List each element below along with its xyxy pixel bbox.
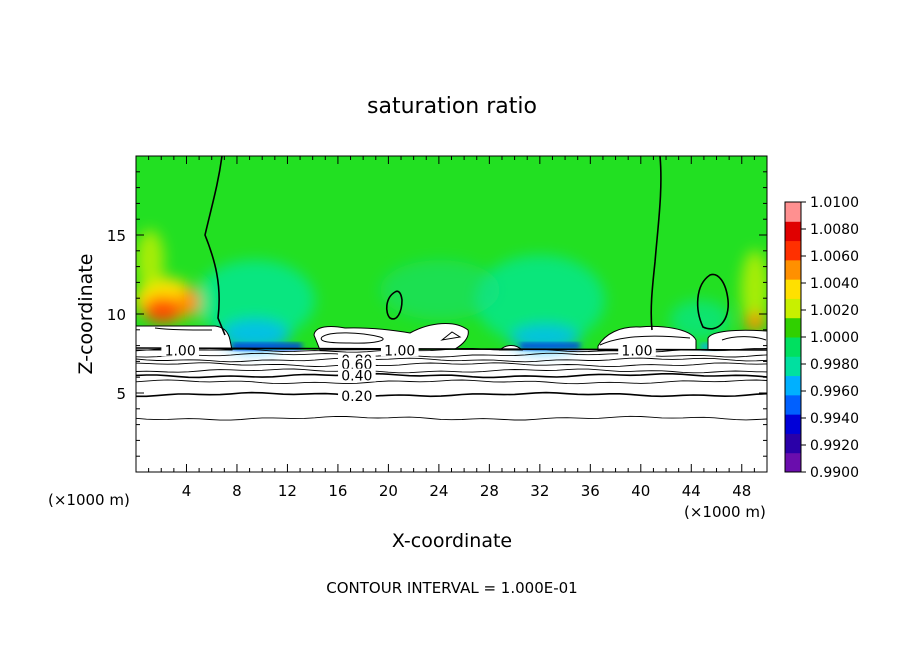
colorbar-swatch [785, 259, 801, 280]
contour-label-bg [338, 368, 376, 382]
contour-line [136, 357, 767, 363]
x-tick-label: 16 [328, 482, 347, 500]
cloud-inner-contours [154, 327, 767, 346]
x-tick-label: 8 [232, 482, 242, 500]
colorbar-swatch [785, 394, 801, 415]
colorbar-label: 1.0000 [810, 330, 859, 346]
plot-area: 1.001.001.000.800.600.400.20 [136, 156, 767, 472]
colorbar-swatch [785, 221, 801, 242]
contour-label-bg [338, 389, 376, 403]
x-unit-note-left: (×1000 m) [48, 491, 130, 509]
colorbar-label: 0.9980 [810, 357, 859, 373]
contour-label: 0.20 [341, 389, 372, 405]
x-tick-label: 12 [278, 482, 297, 500]
colorbar-label: 1.0060 [810, 249, 859, 265]
y-axis-label: Z-coordinate [75, 254, 97, 375]
y-tick-label: 15 [107, 227, 126, 245]
colorbar-swatch [785, 433, 801, 454]
contour-line [136, 379, 767, 385]
contour-label-bg [161, 343, 199, 357]
colorbar-swatch [785, 317, 801, 338]
y-tick-label: 5 [116, 385, 126, 403]
colorbar-label: 0.9900 [810, 465, 859, 481]
colorbar-swatch [785, 452, 801, 473]
x-tick-label: 40 [631, 482, 650, 500]
colorbar-swatch [785, 279, 801, 299]
x-unit-note-right: (×1000 m) [684, 503, 766, 521]
colorbar-label: 0.9960 [810, 384, 859, 400]
colorbar: 0.9900 0.9920 0.9940 0.9960 0.9980 1.0000 1.00… [784, 195, 859, 481]
contour-label: 0.40 [341, 369, 372, 385]
colorbar-swatch [785, 202, 801, 222]
colorbar-swatch [785, 337, 801, 357]
colorbar-swatch [785, 240, 801, 261]
x-tick-label: 28 [480, 482, 499, 500]
x-axis: 4 8 12 16 20 24 28 32 36 40 44 48 [148, 156, 755, 500]
lower-contour-lines [136, 347, 767, 421]
colorbar-swatch [785, 356, 801, 377]
colorbar-label: 0.9920 [810, 438, 859, 454]
x-axis-label: X-coordinate [392, 530, 512, 552]
x-tick-label: 20 [379, 482, 398, 500]
colorbar-label: 1.0100 [810, 195, 859, 211]
x-tick-label: 24 [429, 482, 448, 500]
colorbar-label: 1.0040 [810, 276, 859, 292]
colorbar-swatch [785, 375, 801, 396]
colorbar-swatch [785, 414, 801, 434]
contour-label-bg [380, 343, 419, 357]
contour-label: 1.00 [165, 343, 196, 359]
colorbar-swatch [785, 298, 801, 319]
contour-interval-note: CONTOUR INTERVAL = 1.000E-01 [326, 579, 577, 597]
y-axis: 5 10 15 [107, 171, 767, 457]
contour-line [136, 415, 767, 421]
x-tick-label: 36 [581, 482, 600, 500]
contour-labels: 1.001.001.000.800.600.400.20 [161, 343, 656, 405]
contour-line [136, 352, 767, 358]
colorbar-label: 1.0020 [810, 303, 859, 319]
contour-line [136, 391, 767, 398]
contour-label-bg [618, 343, 656, 357]
contour-line [136, 347, 767, 353]
x-tick-label: 4 [182, 482, 192, 500]
contour-label-bg [338, 357, 376, 371]
contour-label: 1.00 [384, 343, 415, 359]
chart-title: saturation ratio [367, 94, 537, 119]
y-tick-label: 10 [107, 306, 126, 324]
x-tick-label: 48 [732, 482, 751, 500]
contour-line [136, 372, 767, 379]
colorbar-label: 1.0080 [810, 222, 859, 238]
contour-line [136, 362, 767, 368]
contour-label: 1.00 [621, 343, 652, 359]
colorbar-label: 0.9940 [810, 411, 859, 427]
x-tick-label: 32 [530, 482, 549, 500]
contour-line [136, 368, 767, 374]
x-tick-label: 44 [682, 482, 701, 500]
